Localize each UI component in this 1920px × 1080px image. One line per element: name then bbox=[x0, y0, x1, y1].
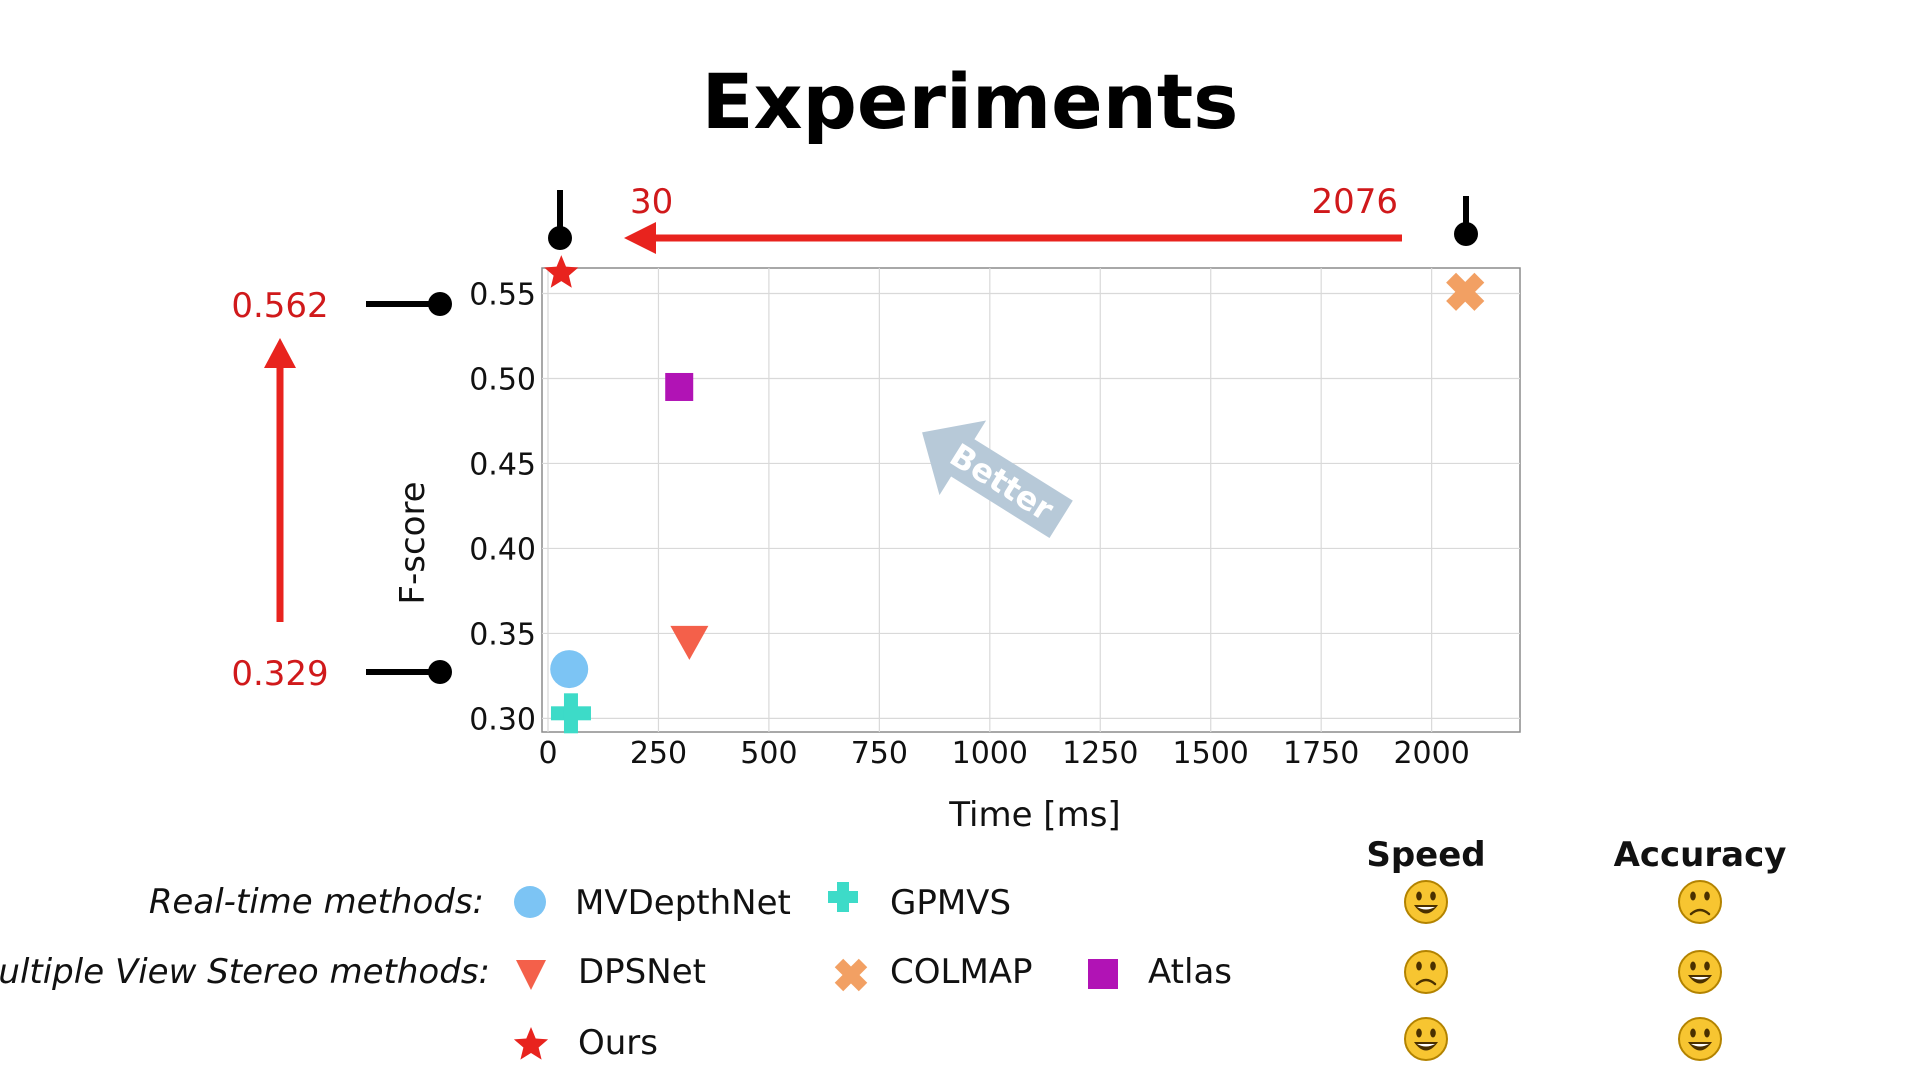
grid bbox=[542, 268, 1520, 732]
y-tick-label: 0.35 bbox=[469, 617, 536, 652]
legend: Real-time methods: Multiple View Stereo … bbox=[0, 882, 1232, 1063]
x-tick-label: 750 bbox=[851, 736, 908, 771]
slow-pin-head bbox=[1454, 222, 1478, 246]
point-gpmvs bbox=[550, 693, 591, 734]
legend-item-label: Atlas bbox=[1148, 952, 1232, 992]
x-tick-label: 1000 bbox=[952, 736, 1028, 771]
rating-faces bbox=[1404, 880, 1722, 1061]
smiling-face-icon bbox=[1678, 950, 1722, 994]
smiling-face-icon bbox=[1404, 880, 1448, 924]
y-axis-label: F-score bbox=[393, 481, 433, 604]
x-icon bbox=[834, 958, 868, 992]
scatter-plot: 0 250 500 750 1000 1250 1500 1750 2000 0.300.350… bbox=[393, 255, 1521, 835]
star-icon bbox=[513, 1027, 549, 1060]
y-tick-label: 0.55 bbox=[469, 277, 536, 312]
legend-mvs-label: Multiple View Stereo methods: bbox=[0, 952, 490, 992]
x-tick-label: 0 bbox=[538, 736, 557, 771]
x-tick-label: 1750 bbox=[1283, 736, 1359, 771]
square-icon bbox=[1088, 959, 1118, 989]
accuracy-arrow-head bbox=[264, 338, 296, 368]
fast-pin-head bbox=[548, 226, 572, 250]
speed-arrow-head bbox=[624, 222, 656, 254]
x-axis-label: Time [ms] bbox=[948, 795, 1120, 835]
legend-item-ours: Ours bbox=[513, 1023, 658, 1063]
point-dpsnet bbox=[670, 625, 709, 660]
accuracy-header: Accuracy bbox=[1614, 835, 1787, 875]
smiling-face-icon bbox=[1678, 1017, 1722, 1061]
legend-item-dpsnet: DPSNet bbox=[516, 952, 706, 992]
y-tick-label: 0.40 bbox=[469, 532, 536, 567]
page-title: Experiments bbox=[702, 57, 1239, 146]
legend-item-label: GPMVS bbox=[890, 883, 1011, 923]
accuracy-range: 0.562 0.329 bbox=[231, 286, 452, 694]
point-ours bbox=[544, 255, 579, 288]
speed-range: 30 2076 bbox=[548, 182, 1478, 254]
x-tick-label: 500 bbox=[740, 736, 797, 771]
data-points bbox=[544, 255, 1485, 734]
ratings-table: Speed Accuracy bbox=[1366, 835, 1787, 1061]
plus-icon bbox=[828, 882, 858, 912]
legend-item-gpmvs: GPMVS bbox=[828, 882, 1011, 923]
high-pin-head bbox=[428, 292, 452, 316]
legend-item-label: MVDepthNet bbox=[575, 883, 791, 923]
legend-item-label: COLMAP bbox=[890, 952, 1033, 992]
legend-item-mvdepthnet: MVDepthNet bbox=[514, 883, 791, 923]
smiling-face-icon bbox=[1404, 1017, 1448, 1061]
accuracy-low-label: 0.329 bbox=[231, 654, 328, 694]
point-colmap bbox=[1446, 272, 1485, 311]
speed-slow-label: 2076 bbox=[1311, 182, 1398, 222]
better-arrow-shape bbox=[922, 420, 1073, 538]
speed-header: Speed bbox=[1366, 835, 1485, 875]
legend-item-label: Ours bbox=[578, 1023, 658, 1063]
x-tick-label: 2000 bbox=[1393, 736, 1469, 771]
accuracy-high-label: 0.562 bbox=[231, 286, 328, 326]
y-tick-label: 0.30 bbox=[469, 702, 536, 737]
legend-item-label: DPSNet bbox=[578, 952, 706, 992]
low-pin-head bbox=[428, 660, 452, 684]
triangle-down-icon bbox=[516, 960, 546, 990]
y-tick-label: 0.50 bbox=[469, 362, 536, 397]
speed-fast-label: 30 bbox=[630, 182, 673, 222]
point-atlas bbox=[665, 372, 694, 401]
legend-item-colmap: COLMAP bbox=[834, 952, 1033, 992]
y-axis-ticks: 0.30 0.35 0.40 0.45 0.50 0.55 bbox=[469, 277, 536, 737]
legend-realtime-label: Real-time methods: bbox=[149, 882, 484, 922]
legend-item-atlas: Atlas bbox=[1088, 952, 1232, 992]
x-tick-label: 250 bbox=[630, 736, 687, 771]
x-axis-ticks: 0 250 500 750 1000 1250 1500 1750 2000 bbox=[538, 736, 1469, 771]
frowning-face-icon bbox=[1404, 950, 1448, 994]
x-tick-label: 1250 bbox=[1062, 736, 1138, 771]
circle-icon bbox=[514, 886, 546, 918]
y-tick-label: 0.45 bbox=[469, 447, 536, 482]
point-mvdepthnet bbox=[550, 650, 589, 689]
x-tick-label: 1500 bbox=[1173, 736, 1249, 771]
frowning-face-icon bbox=[1678, 880, 1722, 924]
